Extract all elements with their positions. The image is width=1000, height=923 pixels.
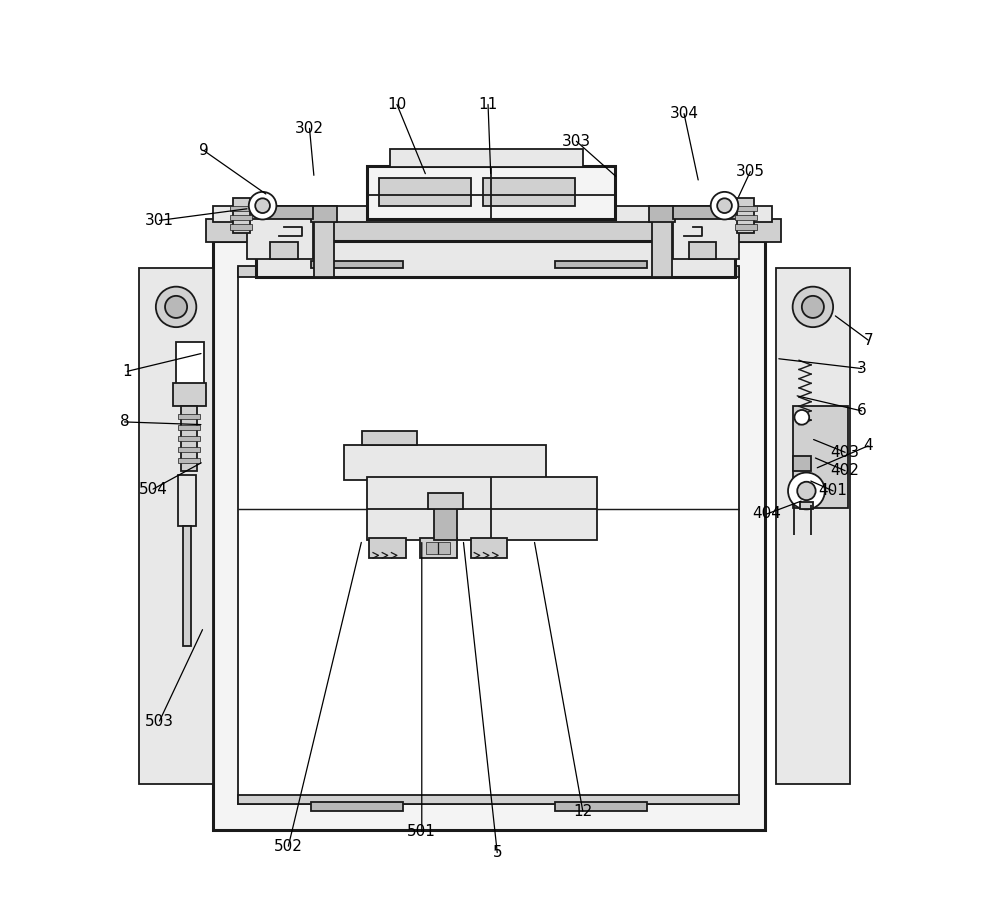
Bar <box>471 538 507 558</box>
Text: 301: 301 <box>145 213 174 228</box>
Text: 7: 7 <box>863 332 873 348</box>
Bar <box>139 269 213 784</box>
Text: 10: 10 <box>387 97 407 112</box>
Circle shape <box>717 198 732 213</box>
Bar <box>800 502 813 509</box>
Bar <box>737 198 754 234</box>
Text: 504: 504 <box>139 482 168 497</box>
Bar <box>793 406 848 508</box>
Bar <box>181 406 197 471</box>
Text: 401: 401 <box>819 484 848 498</box>
Bar <box>367 477 597 540</box>
Text: 501: 501 <box>407 824 436 839</box>
Circle shape <box>156 287 196 327</box>
Bar <box>673 206 739 220</box>
Bar <box>206 220 781 243</box>
Bar <box>379 178 471 206</box>
Circle shape <box>165 296 187 318</box>
Text: 404: 404 <box>752 507 781 521</box>
Text: 4: 4 <box>863 438 873 453</box>
Bar <box>173 383 206 406</box>
Bar <box>247 215 313 259</box>
Bar <box>483 178 575 206</box>
Text: 9: 9 <box>199 143 209 158</box>
Bar <box>434 508 457 540</box>
Text: 402: 402 <box>831 463 860 478</box>
Bar <box>776 269 850 784</box>
Bar <box>178 447 200 452</box>
Bar <box>230 206 252 211</box>
Bar <box>555 261 647 269</box>
Text: 3: 3 <box>857 361 867 376</box>
Bar <box>178 425 200 430</box>
Circle shape <box>794 410 809 425</box>
Bar <box>314 218 334 278</box>
Bar <box>311 802 403 811</box>
Circle shape <box>797 482 816 500</box>
Circle shape <box>711 192 738 220</box>
Bar <box>428 493 463 509</box>
Bar <box>238 269 739 804</box>
Bar <box>689 243 716 259</box>
Bar <box>735 224 757 230</box>
Bar <box>213 206 772 222</box>
Bar <box>426 543 450 554</box>
Text: 11: 11 <box>478 97 498 112</box>
Bar <box>247 206 313 220</box>
Text: 403: 403 <box>831 445 860 460</box>
Bar <box>178 458 200 463</box>
Bar <box>420 538 457 558</box>
Bar <box>230 215 252 221</box>
Text: 1: 1 <box>122 364 132 378</box>
Text: 302: 302 <box>295 121 324 136</box>
Bar <box>178 414 200 419</box>
Bar <box>270 243 298 259</box>
Bar <box>311 206 337 222</box>
Text: 305: 305 <box>736 164 765 179</box>
Text: 12: 12 <box>573 804 592 819</box>
Bar <box>362 431 417 445</box>
Bar <box>230 224 252 230</box>
Bar <box>649 206 675 222</box>
Text: 503: 503 <box>145 713 174 728</box>
Bar <box>390 149 583 167</box>
Bar <box>178 475 196 526</box>
Bar <box>238 267 739 278</box>
Bar <box>369 538 406 558</box>
Bar <box>652 218 672 278</box>
Bar <box>178 436 200 441</box>
Bar <box>183 526 191 645</box>
Circle shape <box>788 473 825 509</box>
Bar <box>311 261 403 269</box>
Bar <box>256 241 735 278</box>
Bar <box>793 456 811 471</box>
Text: 5: 5 <box>492 845 502 860</box>
Text: 303: 303 <box>562 134 591 149</box>
Bar <box>344 445 546 480</box>
Text: 6: 6 <box>857 403 867 418</box>
Circle shape <box>802 296 824 318</box>
Text: 304: 304 <box>670 106 699 121</box>
Bar <box>735 215 757 221</box>
Bar <box>213 241 765 830</box>
Text: 502: 502 <box>274 839 303 854</box>
Circle shape <box>249 192 276 220</box>
Bar <box>367 166 615 220</box>
Bar <box>735 206 757 211</box>
Bar <box>673 215 739 259</box>
Bar <box>555 802 647 811</box>
Bar <box>238 795 739 804</box>
Text: 8: 8 <box>120 414 129 429</box>
Circle shape <box>255 198 270 213</box>
Circle shape <box>793 287 833 327</box>
Bar <box>233 198 250 234</box>
Bar <box>176 342 204 386</box>
